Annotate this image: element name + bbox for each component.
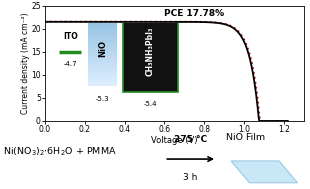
X-axis label: Voltage (V): Voltage (V) — [151, 136, 198, 145]
Text: Ni(NO$_3$)$_2$$\cdot$6H$_2$O + PMMA: Ni(NO$_3$)$_2$$\cdot$6H$_2$O + PMMA — [3, 145, 117, 158]
Text: PCE 17.78%: PCE 17.78% — [164, 9, 224, 18]
Text: 275 °C: 275 °C — [174, 135, 207, 144]
Text: NiO Film: NiO Film — [226, 133, 265, 142]
Polygon shape — [231, 161, 298, 183]
Y-axis label: Current density (mA cm⁻²): Current density (mA cm⁻²) — [21, 12, 30, 114]
Text: 3 h: 3 h — [184, 173, 198, 182]
